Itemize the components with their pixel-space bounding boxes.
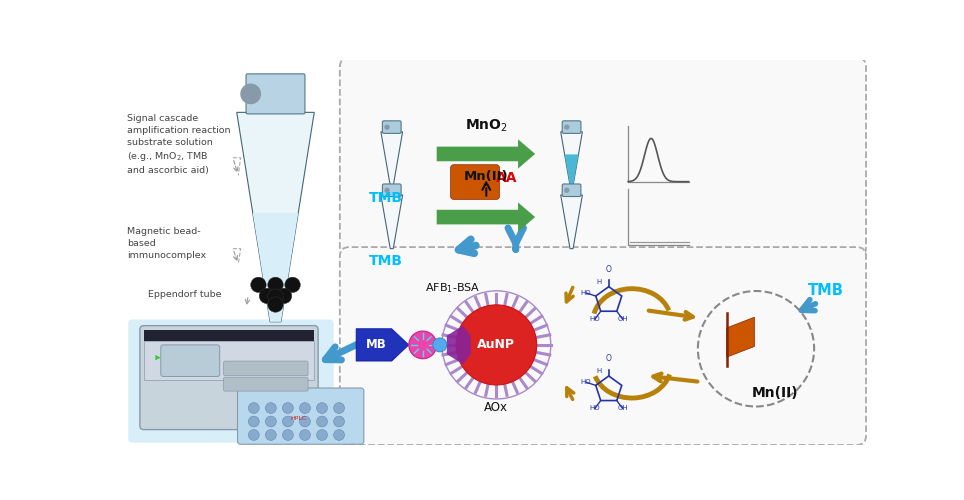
Polygon shape [727,317,755,357]
Circle shape [433,338,446,352]
FancyBboxPatch shape [562,184,581,196]
Circle shape [249,416,259,427]
Circle shape [268,277,283,292]
Circle shape [409,331,437,359]
Circle shape [277,288,292,304]
Text: TMB: TMB [808,283,844,298]
Polygon shape [356,328,409,361]
Circle shape [249,402,259,413]
Polygon shape [565,154,578,186]
FancyBboxPatch shape [383,121,401,134]
Text: AOx: AOx [484,401,508,414]
Circle shape [251,277,266,292]
Text: HPLC: HPLC [290,416,307,422]
FancyBboxPatch shape [340,58,866,257]
Circle shape [316,430,328,440]
Circle shape [334,430,344,440]
Polygon shape [144,341,314,380]
Circle shape [265,430,277,440]
Text: Mn(II): Mn(II) [464,170,509,183]
Circle shape [268,297,283,312]
Circle shape [564,124,570,130]
Polygon shape [253,213,298,322]
Polygon shape [446,326,470,364]
Circle shape [282,416,293,427]
Circle shape [316,416,328,427]
Circle shape [334,416,344,427]
Text: OH: OH [618,316,629,322]
Text: TMB: TMB [368,190,403,204]
Text: HO: HO [589,316,600,322]
Circle shape [385,188,389,193]
Circle shape [564,188,570,193]
Circle shape [259,288,275,304]
Circle shape [268,289,283,304]
Polygon shape [237,112,314,322]
Circle shape [249,430,259,440]
Polygon shape [155,355,161,360]
Text: HO: HO [580,380,591,386]
Circle shape [282,402,293,413]
Circle shape [316,402,328,413]
Circle shape [284,277,301,292]
FancyBboxPatch shape [128,320,334,442]
Text: H: H [596,279,602,285]
Circle shape [385,124,389,130]
Text: Eppendorf tube: Eppendorf tube [147,290,221,300]
Text: MnO$_2$: MnO$_2$ [465,118,508,134]
Polygon shape [561,195,582,248]
Text: HO: HO [589,406,600,411]
FancyBboxPatch shape [224,361,308,376]
Text: Mn(II): Mn(II) [752,386,799,400]
Polygon shape [561,132,582,186]
Polygon shape [144,330,314,341]
Circle shape [240,84,261,104]
FancyBboxPatch shape [161,345,220,376]
FancyBboxPatch shape [237,388,363,444]
Circle shape [334,402,344,413]
FancyBboxPatch shape [140,326,318,430]
Text: AuNP: AuNP [477,338,516,351]
Text: OH: OH [618,406,629,411]
Circle shape [300,402,310,413]
Polygon shape [437,140,535,168]
Circle shape [300,416,310,427]
FancyBboxPatch shape [224,377,308,391]
Polygon shape [437,202,535,232]
Circle shape [265,402,277,413]
Text: HO: HO [580,290,591,296]
Text: MB: MB [366,338,387,351]
Polygon shape [381,195,403,248]
FancyBboxPatch shape [383,184,401,196]
Text: O: O [605,264,612,274]
Text: Magnetic bead-
based
immunocomplex: Magnetic bead- based immunocomplex [126,227,206,260]
Circle shape [265,416,277,427]
Text: O: O [605,354,612,363]
Circle shape [300,430,310,440]
Text: H: H [596,368,602,374]
Text: AA: AA [496,172,518,185]
Circle shape [456,305,537,385]
FancyBboxPatch shape [450,164,499,200]
FancyBboxPatch shape [340,247,866,445]
FancyBboxPatch shape [562,121,581,134]
Polygon shape [381,132,403,186]
Text: Signal cascade
amplification reaction
substrate solution
(e.g., MnO$_2$, TMB
and: Signal cascade amplification reaction su… [126,114,230,175]
Text: AFB$_1$-BSA: AFB$_1$-BSA [424,281,480,295]
FancyBboxPatch shape [246,74,305,114]
Circle shape [282,430,293,440]
Text: TMB: TMB [368,254,403,268]
